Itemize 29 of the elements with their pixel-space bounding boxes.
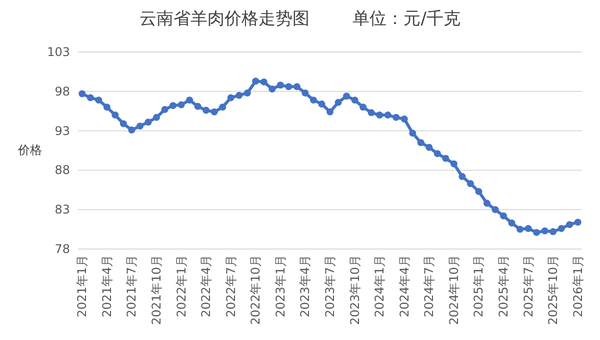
x-tick-label: 2021年4月: [100, 255, 114, 318]
x-tick-label: 2023年1月: [273, 255, 288, 318]
x-tick-label: 2024年1月: [372, 255, 387, 318]
y-tick-label: 93: [54, 124, 70, 138]
x-tick-label: 2025年4月: [496, 255, 511, 318]
x-tick-label: 2022年1月: [174, 255, 188, 318]
y-tick-label: 103: [47, 45, 70, 59]
x-tick-label: 2023年4月: [298, 255, 312, 318]
x-tick-label: 2026年1月: [570, 255, 585, 318]
x-tick-label: 2024年10月: [446, 255, 461, 325]
y-tick-label: 88: [54, 163, 70, 178]
y-tick-label: 83: [54, 202, 70, 217]
y-axis-title: 价格: [17, 143, 42, 157]
y-tick-label: 78: [54, 242, 70, 256]
x-tick-label: 2023年7月: [323, 255, 337, 318]
x-tick-label: 2025年7月: [521, 255, 536, 318]
x-tick-label: 2021年10月: [149, 255, 164, 325]
x-tick-label: 2024年7月: [422, 255, 436, 318]
x-tick-label: 2021年7月: [124, 255, 139, 318]
x-tick-label: 2023年10月: [348, 255, 362, 325]
chart-title: 云南省羊肉价格走势图 单位：元/千克: [140, 9, 460, 29]
x-tick-label: 2021年1月: [75, 255, 90, 318]
x-tick-label: 2025年10月: [546, 255, 560, 325]
x-tick-label: 2022年10月: [248, 255, 263, 325]
x-tick-label: 2024年4月: [397, 255, 412, 318]
x-tick-label: 2022年4月: [199, 255, 214, 318]
x-tick-label: 2025年1月: [472, 255, 486, 318]
y-tick-label: 98: [54, 84, 70, 98]
x-tick-label: 2022年7月: [224, 255, 238, 318]
